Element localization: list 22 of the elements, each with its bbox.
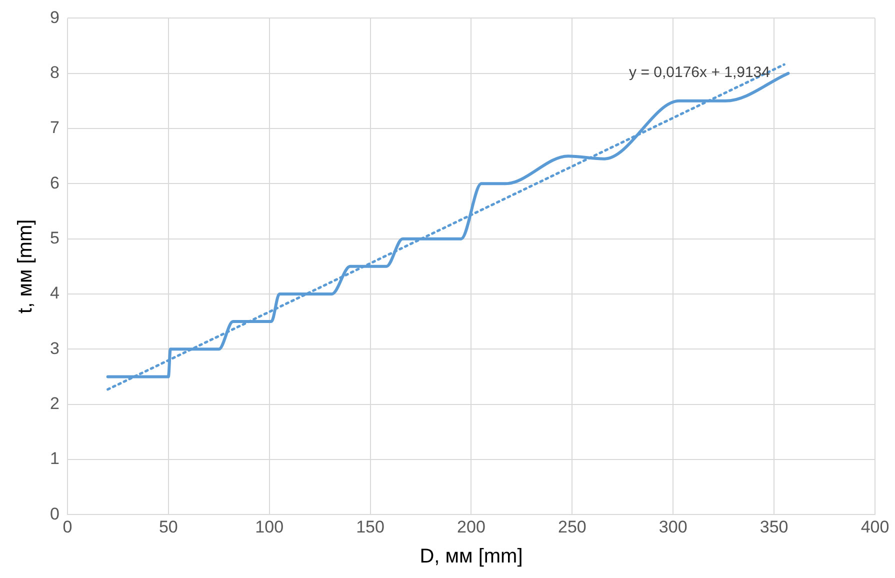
x-tick-label: 350	[760, 517, 788, 536]
x-tick-label: 150	[356, 517, 384, 536]
y-tick-label: 0	[50, 504, 60, 524]
y-tick-label: 3	[50, 338, 60, 358]
annotation: y = 0,0176x + 1,9134	[629, 64, 770, 81]
y-axis-title: t, мм [mm]	[14, 219, 37, 314]
y-tick-label: 4	[50, 284, 60, 303]
x-tick-label: 0	[62, 517, 72, 536]
x-tick-label: 50	[158, 517, 178, 536]
y-tick-label: 1	[50, 449, 60, 468]
y-tick-label: 9	[50, 8, 60, 27]
x-tick-label: 250	[558, 517, 586, 536]
y-tick-label: 6	[50, 173, 60, 192]
x-tick-label: 300	[658, 517, 688, 536]
x-tick-label: 400	[860, 517, 890, 536]
x-axis-title: D, мм [mm]	[420, 546, 523, 568]
y-tick-label: 7	[50, 118, 60, 138]
y-tick-label: 8	[50, 63, 60, 82]
x-tick-label: 100	[255, 517, 284, 536]
y-tick-label: 2	[50, 394, 60, 413]
y-tick-label: 5	[50, 228, 60, 248]
x-tick-label: 200	[457, 517, 486, 536]
